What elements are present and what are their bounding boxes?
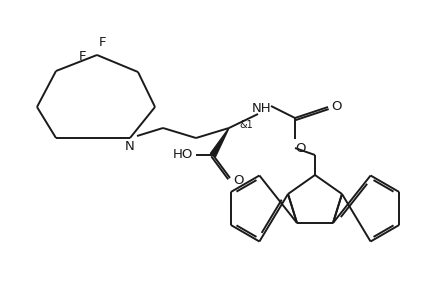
Text: HO: HO [173,148,193,162]
Text: O: O [332,100,342,113]
Text: O: O [234,173,244,187]
Text: &1: &1 [239,120,253,130]
Text: NH: NH [252,102,272,114]
Polygon shape [210,128,229,157]
Text: O: O [295,141,305,155]
Text: F: F [78,51,86,63]
Text: F: F [98,36,106,49]
Text: N: N [125,140,135,153]
